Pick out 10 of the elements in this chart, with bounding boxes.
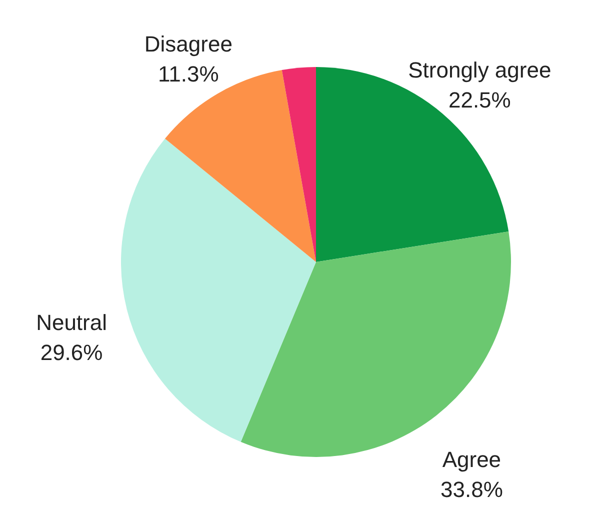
data-label: 11.3%	[158, 62, 219, 87]
data-label: 22.5%	[448, 87, 511, 112]
data-label: 29.6%	[40, 340, 103, 366]
pie-slice	[121, 138, 316, 442]
slice-label: Neutral	[36, 310, 107, 336]
slice-label: Disagree	[144, 32, 232, 57]
pie-slice	[282, 67, 316, 262]
slice-label: Agree	[442, 447, 502, 472]
data-label: 33.8%	[440, 477, 503, 502]
slice-label: Strongly agree	[408, 57, 552, 82]
